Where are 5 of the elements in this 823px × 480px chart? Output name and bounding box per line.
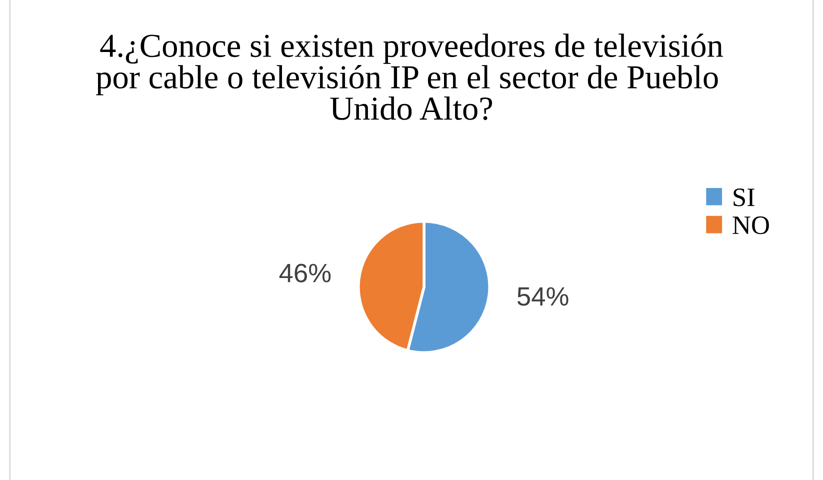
data-label: 46% [279, 264, 331, 282]
legend-label: NO [732, 216, 769, 234]
chart-title: 4.¿Conoce si existen proveedores de televisión por cable o televisión IP en el sector de Pueblo Unido Alto? [96, 34, 723, 120]
data-label: 54% [517, 287, 568, 306]
legend-label: SI [734, 188, 754, 206]
